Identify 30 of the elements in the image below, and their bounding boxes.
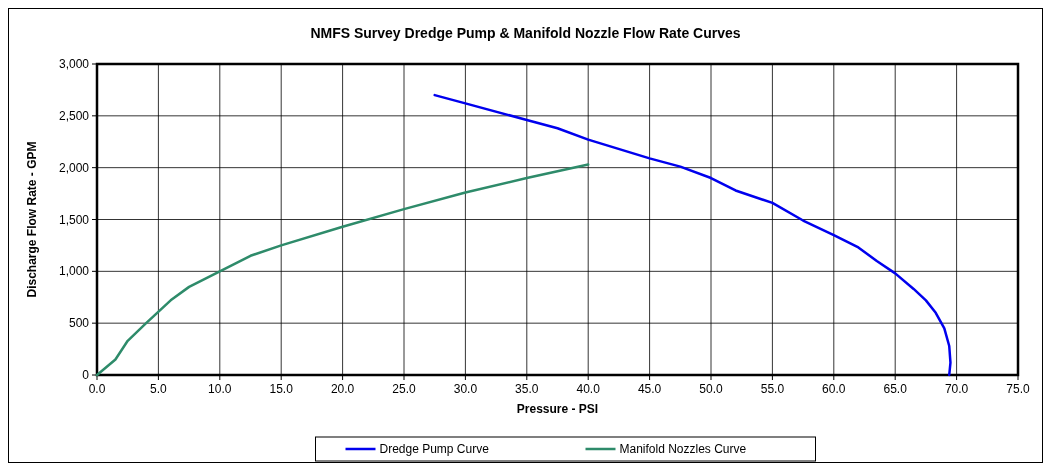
y-axis-title: Discharge Flow Rate - GPM [25, 141, 39, 298]
y-tick-label: 2,000 [58, 160, 90, 175]
y-tick-label: 1,500 [58, 212, 90, 227]
legend-label: Dredge Pump Curve [379, 442, 490, 456]
x-tick-label: 0.0 [88, 382, 106, 396]
x-tick-label: 15.0 [269, 382, 294, 396]
x-tick-label: 30.0 [453, 382, 478, 396]
x-tick-label: 25.0 [392, 382, 416, 396]
line-series [433, 93, 952, 377]
x-tick-label: 35.0 [515, 382, 539, 396]
y-tick-label: 0 [82, 368, 90, 382]
x-tick-label: 45.0 [637, 382, 662, 396]
legend-label: Manifold Nozzles Curve [619, 442, 747, 456]
y-tick-label: 3,000 [58, 57, 90, 71]
y-tick-label: 2,500 [58, 108, 90, 123]
x-tick-label: 5.0 [150, 382, 168, 396]
x-tick-label: 65.0 [883, 382, 908, 396]
y-tick-label: 1,000 [58, 264, 90, 279]
chart-title: NMFS Survey Dredge Pump & Manifold Nozzle Flow Rate Curves [310, 25, 741, 41]
x-tick-label: 55.0 [760, 382, 785, 396]
x-tick-label: 10.0 [208, 382, 232, 396]
x-tick-label: 60.0 [822, 382, 846, 396]
y-tick-label: 500 [68, 316, 90, 331]
x-axis-title: Pressure - PSI [516, 402, 599, 416]
x-tick-label: 50.0 [699, 382, 723, 396]
x-tick-label: 75.0 [1006, 382, 1030, 396]
x-tick-label: 40.0 [576, 382, 601, 396]
x-tick-label: 70.0 [944, 382, 969, 396]
x-tick-label: 20.0 [330, 382, 355, 396]
line-series [95, 163, 590, 377]
